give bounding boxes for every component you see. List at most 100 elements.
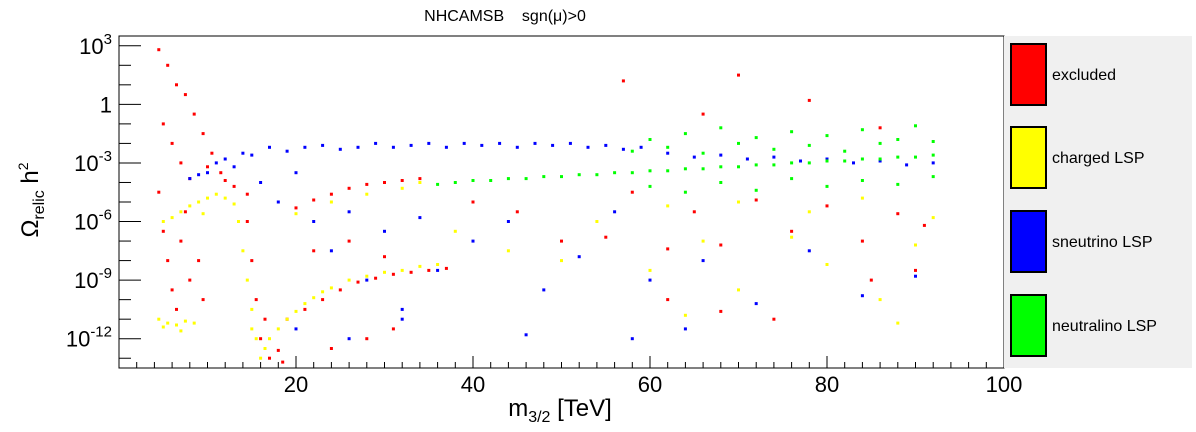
data-point bbox=[843, 159, 847, 163]
data-point bbox=[878, 126, 882, 130]
legend-label: neutralino LSP bbox=[1052, 318, 1157, 335]
y-axis-title-main: Ω bbox=[17, 220, 44, 238]
legend: excluded charged LSP sneutrino LSP neutrali… bbox=[1004, 36, 1192, 368]
data-point bbox=[259, 337, 263, 341]
legend-swatch bbox=[1010, 126, 1047, 189]
data-point bbox=[418, 181, 422, 184]
x-tick-label: 60 bbox=[638, 372, 662, 397]
data-point bbox=[613, 171, 617, 175]
data-point bbox=[259, 181, 263, 184]
data-point bbox=[157, 190, 161, 194]
data-point bbox=[737, 200, 740, 204]
data-point bbox=[232, 202, 236, 206]
data-point bbox=[825, 263, 829, 266]
data-point bbox=[648, 184, 652, 188]
data-point bbox=[737, 288, 740, 292]
data-point bbox=[524, 333, 528, 337]
data-point bbox=[701, 151, 705, 155]
data-point bbox=[931, 216, 935, 220]
data-point bbox=[303, 307, 307, 311]
data-point bbox=[931, 161, 935, 165]
data-point bbox=[701, 239, 705, 243]
data-point bbox=[250, 259, 254, 263]
data-point bbox=[383, 181, 386, 184]
data-point bbox=[365, 274, 369, 278]
data-point bbox=[312, 220, 316, 223]
data-point bbox=[197, 173, 201, 177]
data-point bbox=[206, 196, 209, 200]
legend-swatch bbox=[1010, 43, 1047, 106]
data-point bbox=[666, 298, 670, 302]
data-point bbox=[201, 132, 205, 136]
data-point bbox=[263, 317, 267, 321]
data-point bbox=[365, 182, 369, 186]
data-point bbox=[772, 163, 776, 167]
y-tick-label: 103 bbox=[79, 31, 112, 59]
data-point bbox=[161, 229, 165, 233]
x-tick-label: 20 bbox=[284, 372, 308, 397]
data-point bbox=[329, 347, 333, 350]
y-axis-title-mid: h bbox=[17, 170, 44, 190]
data-point bbox=[586, 145, 590, 149]
data-point bbox=[860, 157, 864, 161]
data-point bbox=[506, 220, 510, 223]
scatter-points bbox=[157, 48, 935, 364]
data-point bbox=[254, 337, 258, 341]
data-point bbox=[825, 157, 829, 161]
data-point bbox=[157, 48, 161, 52]
data-point bbox=[276, 348, 280, 352]
data-point bbox=[719, 153, 723, 157]
data-point bbox=[383, 229, 386, 233]
x-tick-label: 80 bbox=[815, 372, 839, 397]
data-point bbox=[914, 274, 917, 278]
data-point bbox=[737, 73, 740, 77]
data-point bbox=[471, 200, 475, 204]
data-point bbox=[263, 347, 267, 350]
data-point bbox=[179, 161, 183, 165]
data-point bbox=[321, 143, 325, 147]
data-point bbox=[321, 290, 325, 294]
data-point bbox=[329, 192, 333, 196]
data-point bbox=[232, 184, 236, 188]
data-point bbox=[825, 204, 829, 208]
data-point bbox=[250, 327, 254, 331]
data-point bbox=[914, 268, 917, 272]
legend-label: charged LSP bbox=[1052, 150, 1145, 167]
data-point bbox=[595, 173, 599, 177]
data-point bbox=[790, 161, 794, 165]
data-point bbox=[666, 169, 670, 173]
data-point bbox=[183, 210, 187, 214]
data-point bbox=[436, 268, 440, 272]
data-point bbox=[701, 112, 705, 116]
data-point bbox=[754, 163, 758, 167]
data-point bbox=[683, 132, 687, 136]
y-axis-title-sup: 2 bbox=[15, 162, 31, 170]
data-point bbox=[683, 313, 687, 317]
data-point bbox=[896, 182, 900, 186]
data-point bbox=[374, 141, 378, 145]
data-point bbox=[161, 220, 165, 223]
data-point bbox=[356, 145, 360, 149]
data-point bbox=[914, 155, 917, 159]
data-point bbox=[896, 321, 900, 325]
legend-swatch bbox=[1010, 294, 1047, 357]
data-point bbox=[931, 140, 935, 143]
data-point bbox=[237, 220, 240, 223]
data-point bbox=[285, 149, 289, 153]
data-point bbox=[860, 239, 864, 243]
data-point bbox=[400, 186, 404, 190]
data-point bbox=[480, 143, 484, 147]
data-point bbox=[807, 161, 811, 165]
data-point bbox=[241, 249, 245, 253]
data-point bbox=[219, 171, 223, 175]
data-point bbox=[754, 136, 758, 140]
data-point bbox=[175, 83, 178, 87]
x-axis-title: m3/2 [TeV] bbox=[508, 395, 612, 426]
data-point bbox=[206, 171, 209, 175]
data-point bbox=[400, 179, 404, 182]
data-point bbox=[427, 268, 431, 272]
data-point bbox=[418, 264, 422, 268]
data-point bbox=[453, 181, 457, 184]
data-point bbox=[400, 317, 404, 321]
